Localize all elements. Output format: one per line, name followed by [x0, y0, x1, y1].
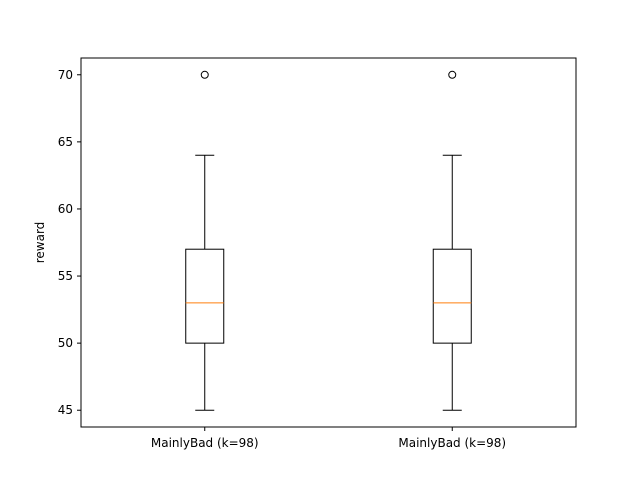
outlier-point — [200, 70, 209, 79]
box-group — [432, 70, 472, 411]
x-tick-label: MainlyBad (k=98) — [151, 436, 259, 450]
y-tick-label: 70 — [58, 68, 73, 82]
x-axis: MainlyBad (k=98) MainlyBad (k=98) — [151, 427, 506, 450]
box-body — [185, 248, 225, 344]
y-axis: 45 50 55 60 65 70 — [58, 68, 81, 417]
y-tick-label: 60 — [58, 202, 73, 216]
outlier-point — [448, 70, 457, 79]
box-group — [185, 70, 225, 411]
y-tick-label: 65 — [58, 135, 73, 149]
y-tick-label: 50 — [58, 336, 73, 350]
y-tick-label: 55 — [58, 269, 73, 283]
plot-area — [80, 57, 577, 428]
axes-frame — [80, 57, 577, 428]
box-body — [432, 248, 472, 344]
y-tick-label: 45 — [58, 403, 73, 417]
y-axis-label: reward — [33, 222, 47, 264]
x-tick-label: MainlyBad (k=98) — [398, 436, 506, 450]
